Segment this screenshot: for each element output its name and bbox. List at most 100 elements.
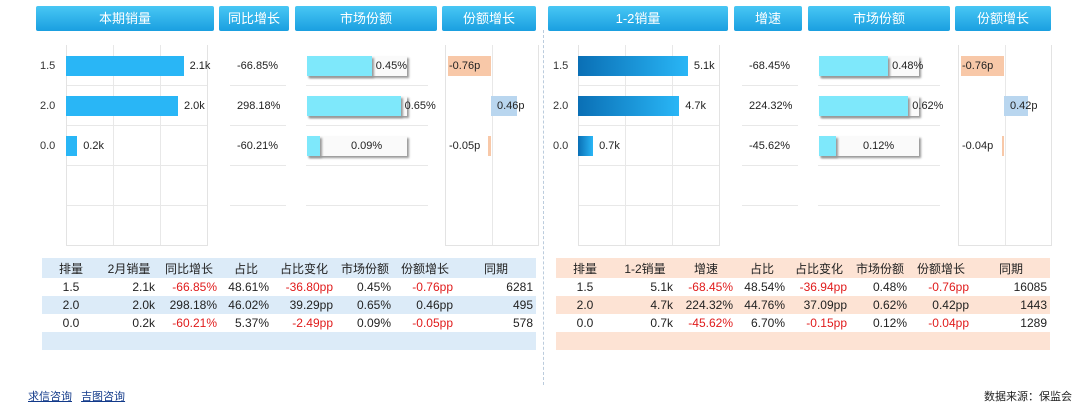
right-sales-label: 4.7k [685,100,707,112]
table-row-empty [556,332,1050,350]
right-share-growth-bar [961,56,1004,76]
left-table-cell: 2.0k [132,298,155,312]
left-table-cell: -2.49pp [292,316,333,330]
right-yoy-value: -68.45% [749,60,790,72]
right-summary-table: 排量 1-2销量 增速 占比 占比变化 市场份额 份额增长 同期 1.5 5.1k -68.45%… [556,258,1050,350]
footer-link-1[interactable]: 求信咨询 [28,391,72,403]
right-table-header: 占比变化 [794,261,843,276]
left-share-bar [307,136,320,156]
table-row: 0.0 0.7k -45.62% 6.70% -0.15pp 0.12% -0.04pp 12… [556,314,1050,332]
right-sales-bar [578,96,680,116]
right-share-bar [819,136,837,156]
left-table-header: 同期 [483,261,508,276]
right-table-cell: 0.7k [650,316,673,330]
right-share-bg [819,136,919,156]
left-sales-bar [66,56,184,76]
table-row: 1.5 5.1k -68.45% 48.54% -36.94pp 0.48% -0.76pp… [556,278,1050,296]
left-table-cell: 495 [512,298,533,312]
left-share-bg [307,136,407,156]
right-table-cell: 1443 [1020,298,1047,312]
left-table-cell: 6281 [506,280,533,294]
right-category-label: 1.5 [553,60,569,72]
right-sales-bar [578,56,688,76]
data-source: 数据来源：保监会 [984,391,1072,403]
left-share-bar [307,56,372,76]
right-table-cell: 0.0 [576,316,594,330]
left-header-sales: 本期销量 [36,6,214,31]
table-row-empty [42,332,536,350]
left-share-label: 0.09% [351,140,383,152]
right-share-growth-bar [1004,96,1028,116]
left-share-label: 0.65% [404,100,436,112]
left-table-cell: -36.80pp [285,280,333,294]
right-table-header: 份额增长 [916,261,965,276]
left-sales-bar [66,136,78,156]
right-table-cell: 1.5 [576,280,594,294]
right-share-growth-grid [958,45,1052,246]
right-table-header: 排量 [572,261,597,276]
right-sales-bar [578,136,594,156]
left-table-cell: 1.5 [62,280,80,294]
right-table-cell: 5.1k [650,280,673,294]
table-row: 2.0 4.7k 224.32% 44.76% 37.09pp 0.62% 0.42pp 14… [556,296,1050,314]
right-share-growth-label: -0.04p [962,140,994,152]
left-table-cell: 578 [512,316,533,330]
right-table-header: 1-2销量 [624,261,666,276]
left-yoy-value: 298.18% [237,100,281,112]
left-table-cell: 5.37% [234,316,269,330]
left-sales-grid [66,45,208,246]
right-header-share-growth: 份额增长 [955,6,1051,31]
footer-link-2[interactable]: 吉图咨询 [81,391,126,403]
right-share-growth-label: 0.42p [1010,100,1038,112]
right-share-label: 0.12% [863,140,895,152]
left-sales-label: 0.2k [83,140,104,152]
right-table-cell: 37.09pp [803,298,847,312]
left-share-growth-bar [488,136,491,156]
right-table-cell: 0.42pp [932,298,969,312]
left-share-growth-label: -0.05p [449,140,481,152]
right-table-cell: 6.70% [750,316,785,330]
right-table-cell: 0.62% [872,298,907,312]
left-header-share: 市场份额 [295,6,437,31]
left-table-cell: 0.45% [356,280,391,294]
left-sales-bar [66,96,178,116]
right-table-cell: -0.76pp [928,280,969,294]
right-header-share: 市场份额 [808,6,950,31]
left-header-yoy: 同比增长 [219,6,289,31]
right-table-header: 同期 [998,261,1023,276]
right-category-label: 0.0 [553,140,569,152]
right-sales-label: 5.1k [693,60,715,72]
footer-links: 求信咨询 吉图咨询 [28,388,131,404]
left-category-label: 1.5 [40,60,56,72]
left-share-growth-grid [445,45,539,246]
table-row: 2.0 2.0k 298.18% 46.02% 39.29pp 0.65% 0.46pp 49… [42,296,536,314]
left-table-cell: 39.29pp [289,298,333,312]
left-table-header: 同比增长 [164,261,213,276]
right-share-label: 0.62% [912,100,944,112]
left-table-header: 市场份额 [340,261,389,276]
right-table-cell: -0.15pp [806,316,847,330]
left-yoy-value: -66.85% [237,60,278,72]
right-yoy-value: -45.62% [749,140,790,152]
right-table-cell: 4.7k [650,298,673,312]
left-table-cell: -60.21% [172,316,217,330]
right-share-growth-label: -0.76p [962,60,994,72]
left-table-cell: -66.85% [172,280,217,294]
right-table-cell: 16085 [1013,280,1047,294]
left-table-cell: 0.2k [132,316,155,330]
left-share-growth-label: -0.76p [449,60,481,72]
left-table-cell: 298.18% [169,298,217,312]
left-table-cell: 0.46pp [416,298,453,312]
left-table-header: 占比变化 [279,261,328,276]
right-table-cell: 48.54% [744,280,785,294]
left-table-header: 份额增长 [400,261,449,276]
right-table-cell: -36.94pp [799,280,847,294]
right-yoy-grid [742,45,798,245]
right-share-bar [819,96,909,116]
left-summary-table: 排量 2月销量 同比增长 占比 占比变化 市场份额 份额增长 同期 1.5 2.1k -66.85… [42,258,536,350]
right-share-bar [819,56,889,76]
right-table-header: 市场份额 [855,261,904,276]
right-table-cell: 44.76% [744,298,785,312]
left-category-label: 2.0 [40,100,56,112]
right-share-label: 0.48% [892,60,924,72]
